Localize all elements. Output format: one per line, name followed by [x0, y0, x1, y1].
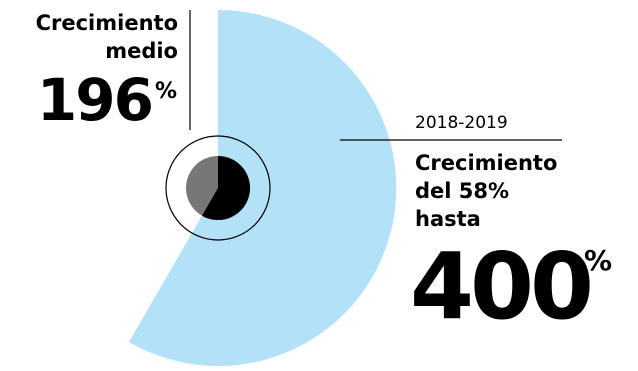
right-unit: % [584, 244, 612, 277]
left-unit: % [155, 79, 177, 104]
left-title: Crecimiento [36, 11, 178, 35]
right-value: 400 [410, 233, 590, 340]
period: 2018-2019 [415, 113, 508, 133]
right-title: Crecimiento [415, 151, 557, 175]
left-title: medio [105, 39, 178, 63]
small-pie-wedge [202, 155, 251, 220]
ring [165, 135, 271, 241]
left-value: 196 [37, 66, 152, 134]
right-title: del 58% [415, 179, 509, 203]
growth-sector [129, 9, 397, 366]
right-title: hasta [415, 207, 481, 231]
